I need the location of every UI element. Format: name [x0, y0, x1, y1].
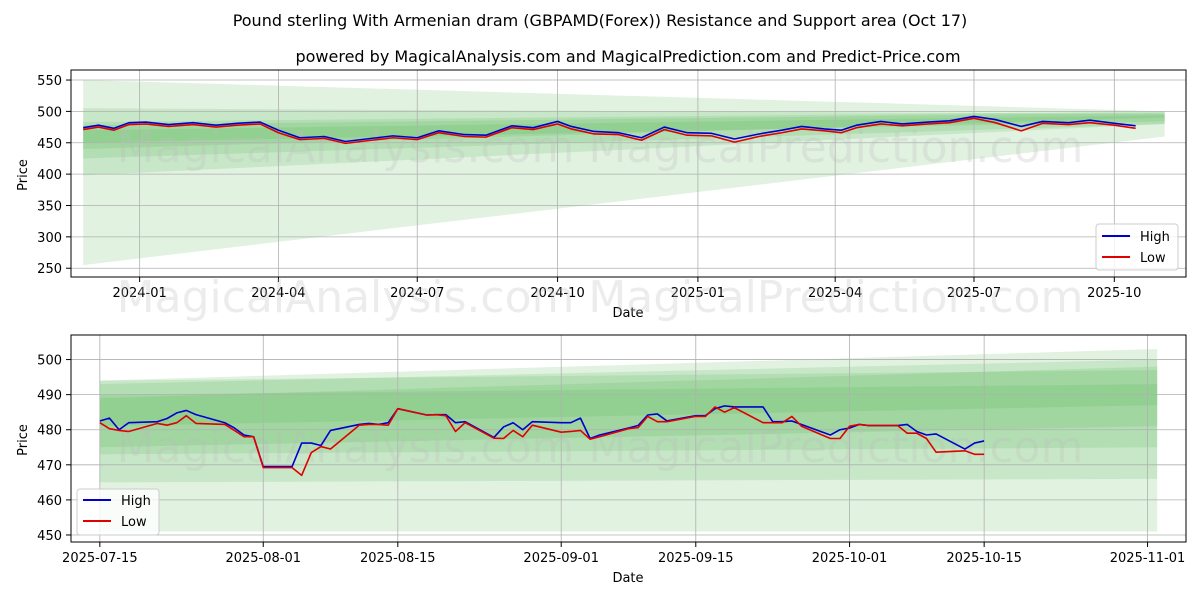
x-tick-label: 2024-07	[390, 286, 444, 301]
top-x-axis-label: Date	[612, 306, 643, 321]
bottom-legend: High Low	[76, 488, 160, 536]
x-tick-label: 2025-09-15	[658, 551, 734, 566]
x-tick-label: 2025-09-01	[523, 551, 599, 566]
top-x-ticks: 2024-01 2024-04 2024-07 2024-10 2025-01 2025-…	[112, 277, 1141, 301]
x-tick-label: 2025-07	[947, 286, 1001, 301]
x-tick-label: 2025-10-01	[812, 551, 888, 566]
watermark-bottom: MagicalAnalysis.com MagicalPrediction.co…	[117, 422, 1084, 473]
watermark-top: MagicalAnalysis.com MagicalPrediction.co…	[117, 122, 1084, 173]
y-tick-label: 460	[37, 494, 62, 509]
x-tick-label: 2024-01	[112, 286, 166, 301]
band-1	[99, 359, 1158, 483]
y-tick-label: 470	[37, 459, 62, 474]
bottom-y-axis-label: Price	[16, 424, 31, 456]
bottom-x-axis-label: Date	[612, 571, 643, 586]
bottom-legend-low-label: Low	[121, 515, 147, 530]
bottom-plot-frame	[70, 334, 1187, 543]
x-tick-label: 2025-08-15	[360, 551, 436, 566]
y-tick-label: 450	[37, 529, 62, 544]
x-tick-label: 2025-01	[671, 286, 725, 301]
y-tick-label: 450	[37, 137, 62, 152]
x-tick-label: 2025-10-15	[946, 551, 1022, 566]
band-4	[83, 112, 1165, 143]
band-0	[83, 80, 1165, 266]
x-tick-label: 2024-10	[530, 286, 584, 301]
top-y-axis-label: Price	[16, 159, 31, 191]
y-tick-label: 500	[37, 354, 62, 369]
bottom-x-ticks: 2025-07-15 2025-08-01 2025-08-15 2025-09-01…	[62, 542, 1185, 566]
y-tick-label: 400	[37, 168, 62, 183]
y-tick-label: 300	[37, 231, 62, 246]
bottom-legend-high-label: High	[121, 494, 151, 509]
band-2	[99, 370, 1158, 455]
chart-subtitle: powered by MagicalAnalysis.com and Magic…	[295, 47, 960, 66]
x-tick-label: 2025-08-01	[225, 551, 301, 566]
x-tick-label: 2025-07-15	[62, 551, 138, 566]
top-legend-high-label: High	[1140, 230, 1170, 245]
series-line-high	[99, 405, 985, 468]
series-line-low	[99, 406, 985, 477]
y-tick-label: 490	[37, 389, 62, 404]
band-2	[83, 111, 1165, 150]
bottom-y-ticks: 450 460 470 480 490 500	[37, 354, 71, 544]
top-series-lines	[83, 115, 1136, 145]
bottom-panel: MagicalAnalysis.com MagicalPrediction.co…	[16, 334, 1187, 586]
x-tick-label: 2025-11-01	[1110, 551, 1186, 566]
top-plot-frame	[70, 69, 1187, 278]
top-panel: MagicalAnalysis.com MagicalPrediction.co…	[16, 69, 1187, 321]
y-tick-label: 250	[37, 262, 62, 277]
y-tick-label: 350	[37, 199, 62, 214]
watermark-middle: MagicalAnalysis.com MagicalPrediction.co…	[117, 272, 1084, 323]
series-line-high	[83, 115, 1136, 143]
band-4	[99, 366, 1158, 427]
x-tick-label: 2025-04	[808, 286, 862, 301]
x-tick-label: 2024-04	[251, 286, 305, 301]
y-tick-label: 480	[37, 424, 62, 439]
top-legend-low-label: Low	[1140, 251, 1166, 266]
bottom-series-lines	[99, 405, 985, 477]
y-tick-label: 500	[37, 105, 62, 120]
x-tick-label: 2025-10	[1087, 286, 1141, 301]
band-3	[99, 384, 1158, 448]
chart-title: Pound sterling With Armenian dram (GBPAM…	[233, 11, 968, 30]
series-line-low	[83, 117, 1136, 145]
top-legend: High Low	[1095, 223, 1179, 271]
y-tick-label: 550	[37, 74, 62, 89]
top-y-ticks: 250 300 350 400 450 500 550	[37, 74, 71, 277]
band-3	[83, 115, 1165, 159]
